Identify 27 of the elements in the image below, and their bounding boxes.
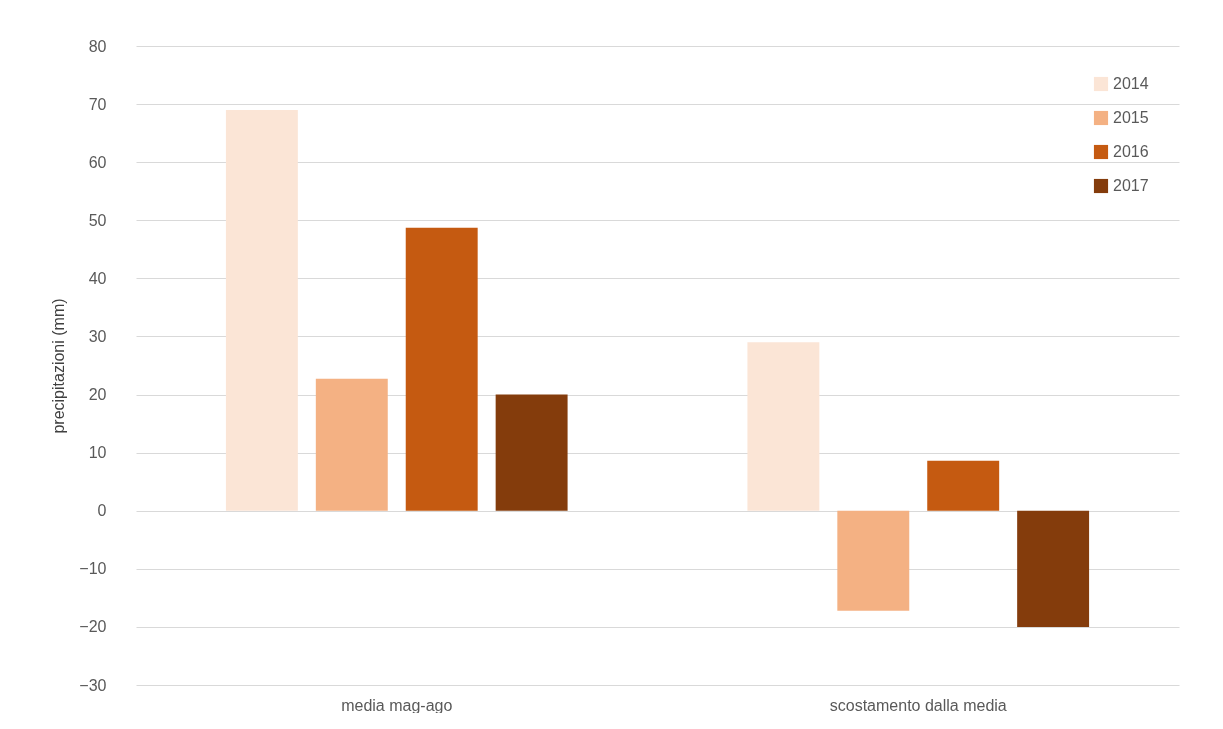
y-axis-title: precipitazioni (mm) xyxy=(50,298,68,434)
bar xyxy=(495,394,568,511)
x-tick-label: scostamento dalla media xyxy=(829,696,1007,714)
bar xyxy=(927,460,1000,511)
bar xyxy=(225,109,298,511)
legend-label: 2015 xyxy=(1113,109,1149,126)
bar xyxy=(405,227,478,511)
legend-label: 2014 xyxy=(1113,75,1149,92)
bar xyxy=(1017,510,1090,627)
legend-label: 2016 xyxy=(1113,143,1149,160)
y-tick-label: −30 xyxy=(79,676,107,694)
bar xyxy=(315,378,388,511)
y-tick-label: 80 xyxy=(88,37,107,55)
y-tick-label: 70 xyxy=(88,95,107,113)
y-tick-label: 40 xyxy=(88,269,107,287)
bar xyxy=(837,510,910,611)
y-tick-label: 10 xyxy=(88,444,107,462)
x-tick-label: media mag-ago xyxy=(341,696,453,714)
y-tick-label: 30 xyxy=(88,327,107,345)
y-tick-label: 60 xyxy=(88,153,107,171)
y-tick-label: −20 xyxy=(79,618,107,636)
y-tick-label: 50 xyxy=(88,211,107,229)
y-tick-label: −10 xyxy=(79,560,107,578)
y-tick-label: 20 xyxy=(88,386,107,404)
bar xyxy=(747,342,820,511)
legend-label: 2017 xyxy=(1113,177,1149,194)
y-tick-label: 0 xyxy=(97,502,107,520)
